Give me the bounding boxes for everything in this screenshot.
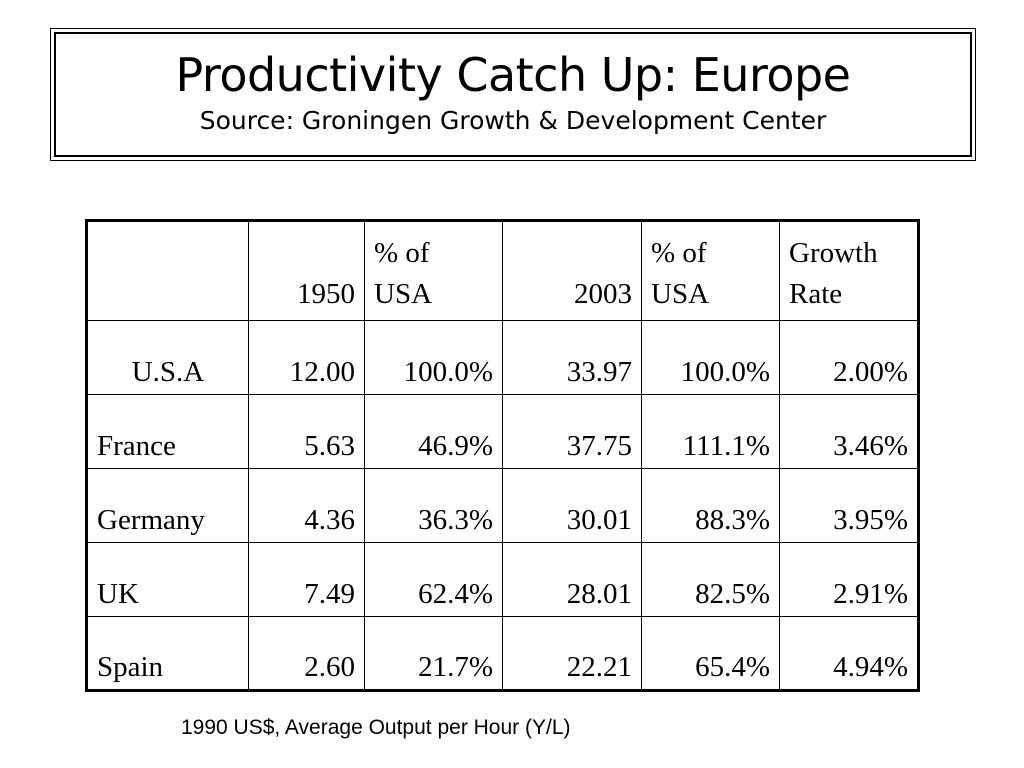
header-line: % of	[651, 237, 707, 269]
value-cell: 21.7%	[364, 616, 503, 691]
value-cell: 100.0%	[364, 320, 503, 395]
header-line: USA	[651, 278, 710, 310]
value-cell: 2.00%	[779, 320, 919, 395]
title-frame: Productivity Catch Up: Europe Source: Gr…	[54, 32, 972, 157]
header-cell-country	[86, 220, 249, 321]
header-line: Rate	[789, 278, 843, 310]
value-cell: 3.46%	[779, 394, 919, 469]
table-row: France 5.63 46.9% 37.75 111.1% 3.46%	[86, 394, 919, 469]
page-subtitle: Source: Groningen Growth & Development C…	[199, 106, 827, 135]
header-cell-pct-usa-1950: % of USA	[364, 220, 503, 321]
value-cell: 82.5%	[641, 542, 780, 617]
value-cell: 37.75	[502, 394, 642, 469]
header-line: USA	[374, 278, 433, 310]
table-row: Germany 4.36 36.3% 30.01 88.3% 3.95%	[86, 468, 919, 543]
value-cell: 100.0%	[641, 320, 780, 395]
table-header-row: 1950 % of USA 2003 % of USA Growth Rate	[86, 220, 919, 321]
country-cell: UK	[86, 542, 249, 617]
value-cell: 4.94%	[779, 616, 919, 691]
page-title: Productivity Catch Up: Europe	[175, 48, 851, 102]
value-cell: 33.97	[502, 320, 642, 395]
value-cell: 28.01	[502, 542, 642, 617]
productivity-table: 1950 % of USA 2003 % of USA Growth Rate U.S…	[85, 219, 920, 692]
table-row: Spain 2.60 21.7% 22.21 65.4% 4.94%	[86, 616, 919, 691]
value-cell: 4.36	[248, 468, 365, 543]
header-cell-growth-rate: Growth Rate	[779, 220, 919, 321]
country-cell: U.S.A	[86, 320, 249, 395]
value-cell: 7.49	[248, 542, 365, 617]
value-cell: 46.9%	[364, 394, 503, 469]
value-cell: 12.00	[248, 320, 365, 395]
value-cell: 88.3%	[641, 468, 780, 543]
footnote: 1990 US$, Average Output per Hour (Y/L)	[181, 716, 571, 739]
value-cell: 22.21	[502, 616, 642, 691]
country-cell: Spain	[86, 616, 249, 691]
value-cell: 5.63	[248, 394, 365, 469]
value-cell: 65.4%	[641, 616, 780, 691]
header-cell-pct-usa-2003: % of USA	[641, 220, 780, 321]
value-cell: 111.1%	[641, 394, 780, 469]
country-cell: Germany	[86, 468, 249, 543]
value-cell: 2.60	[248, 616, 365, 691]
header-line: Growth	[789, 237, 878, 269]
value-cell: 36.3%	[364, 468, 503, 543]
value-cell: 3.95%	[779, 468, 919, 543]
header-line: % of	[374, 237, 430, 269]
header-cell-1950: 1950	[248, 220, 365, 321]
title-box: Productivity Catch Up: Europe Source: Gr…	[50, 28, 976, 161]
value-cell: 2.91%	[779, 542, 919, 617]
table-row: UK 7.49 62.4% 28.01 82.5% 2.91%	[86, 542, 919, 617]
country-cell: France	[86, 394, 249, 469]
table-row: U.S.A 12.00 100.0% 33.97 100.0% 2.00%	[86, 320, 919, 395]
header-cell-2003: 2003	[502, 220, 642, 321]
value-cell: 62.4%	[364, 542, 503, 617]
value-cell: 30.01	[502, 468, 642, 543]
